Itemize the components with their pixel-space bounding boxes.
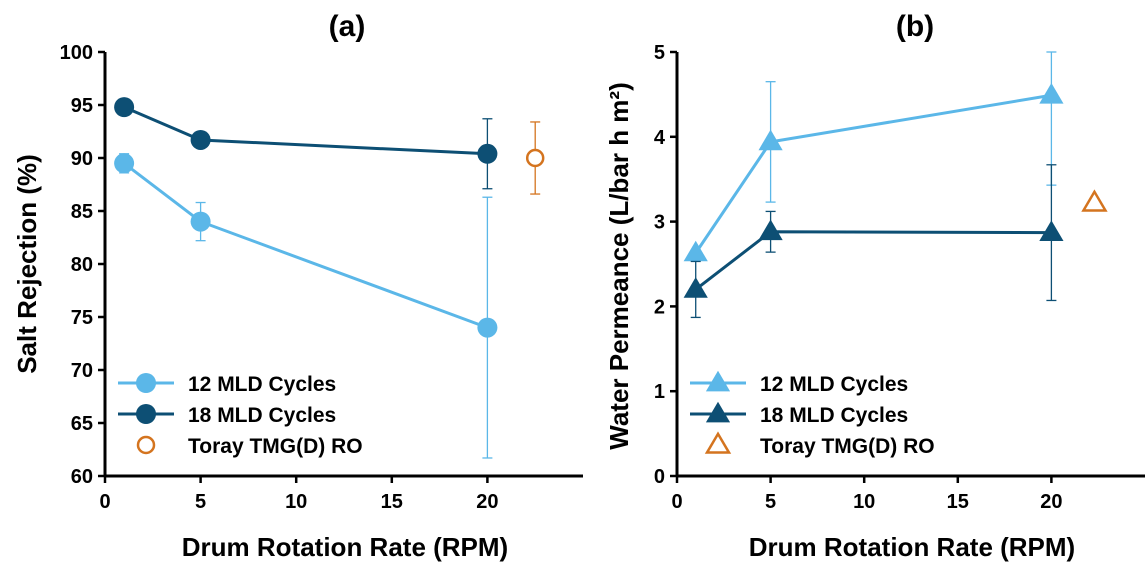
- data-point: [683, 240, 708, 262]
- series-line: [123, 105, 488, 156]
- x-tick-label: 0: [671, 491, 682, 513]
- legend-marker: [704, 431, 732, 454]
- legend-label: 18 MLD Cycles: [188, 404, 336, 427]
- x-tick-label: 10: [285, 491, 307, 513]
- series-12-mld: [683, 51, 1064, 262]
- legend-marker: [136, 373, 156, 393]
- chart-title: (a): [329, 10, 366, 43]
- series-toray-reference: [1081, 189, 1108, 212]
- data-point: [114, 97, 135, 118]
- x-tick-label: 15: [381, 491, 403, 513]
- y-axis-label: Water Permeance (L/bar h m²): [604, 82, 634, 449]
- x-tick-label: 20: [1040, 491, 1062, 513]
- y-tick-label: 1: [654, 381, 665, 403]
- legend-label: Toray TMG(D) RO: [188, 435, 363, 458]
- series-line: [694, 230, 1052, 291]
- y-tick-label: 70: [71, 360, 93, 382]
- x-axis-label: Drum Rotation Rate (RPM): [749, 532, 1075, 562]
- series-toray-reference: [525, 121, 545, 195]
- data-point: [477, 317, 498, 338]
- data-point: [758, 219, 783, 241]
- series-18-mld: [114, 97, 498, 190]
- data-point: [1081, 189, 1108, 212]
- legend-marker: [705, 370, 731, 392]
- legend-label: 12 MLD Cycles: [760, 373, 908, 396]
- legend: 12 MLD Cycles 18 MLD Cycles Toray TMG(D) R…: [690, 370, 935, 458]
- y-tick-label: 85: [71, 201, 93, 223]
- x-tick-label: 0: [99, 491, 110, 513]
- data-point: [683, 277, 708, 298]
- y-tick-label: 75: [71, 307, 93, 329]
- y-tick-label: 100: [60, 42, 93, 64]
- legend-label: 12 MLD Cycles: [188, 373, 336, 396]
- chart-title: (b): [896, 10, 934, 43]
- x-axis-label: Drum Rotation Rate (RPM): [182, 532, 508, 562]
- x-tick-label: 20: [476, 491, 498, 513]
- data-point: [1039, 220, 1064, 241]
- y-tick-label: 3: [654, 212, 665, 234]
- legend-label: Toray TMG(D) RO: [760, 435, 935, 458]
- data-point: [190, 129, 211, 150]
- data-point: [758, 129, 783, 151]
- y-tick-label: 95: [71, 95, 93, 117]
- legend-marker: [705, 401, 731, 423]
- series-12-mld: [114, 153, 498, 459]
- legend-marker: [136, 404, 156, 424]
- y-tick-label: 0: [654, 466, 665, 488]
- panel-a-salt-rejection: (a) 60 65 70 75 80 85 90 95 100 0 5 10 15 20 Drum Rotat…: [12, 10, 583, 562]
- panel-b-water-permeance: (b) 0 1 2 3 4 5 0 5 10 15 20 Drum Rotation Rate (RPM…: [604, 10, 1145, 562]
- data-point: [1039, 82, 1064, 104]
- legend-label: 18 MLD Cycles: [760, 404, 908, 427]
- series-line: [123, 162, 488, 330]
- legend-marker: [136, 435, 156, 455]
- legend: 12 MLD Cycles 18 MLD Cycles Toray TMG(D) R…: [118, 373, 363, 458]
- data-point: [190, 211, 211, 232]
- data-point: [477, 143, 498, 164]
- x-tick-label: 5: [195, 491, 206, 513]
- y-tick-label: 90: [71, 148, 93, 170]
- y-tick-label: 65: [71, 413, 93, 435]
- data-point: [525, 148, 545, 168]
- y-tick-label: 4: [654, 127, 666, 149]
- y-tick-label: 5: [654, 42, 665, 64]
- y-tick-label: 80: [71, 254, 93, 276]
- x-tick-label: 5: [765, 491, 776, 513]
- y-tick-label: 60: [71, 466, 93, 488]
- series-18-mld: [683, 164, 1064, 319]
- x-tick-label: 10: [853, 491, 875, 513]
- series-line: [694, 93, 1052, 254]
- x-tick-label: 15: [947, 491, 969, 513]
- y-tick-label: 2: [654, 296, 665, 318]
- y-axis-label: Salt Rejection (%): [12, 154, 42, 374]
- data-point: [114, 153, 135, 174]
